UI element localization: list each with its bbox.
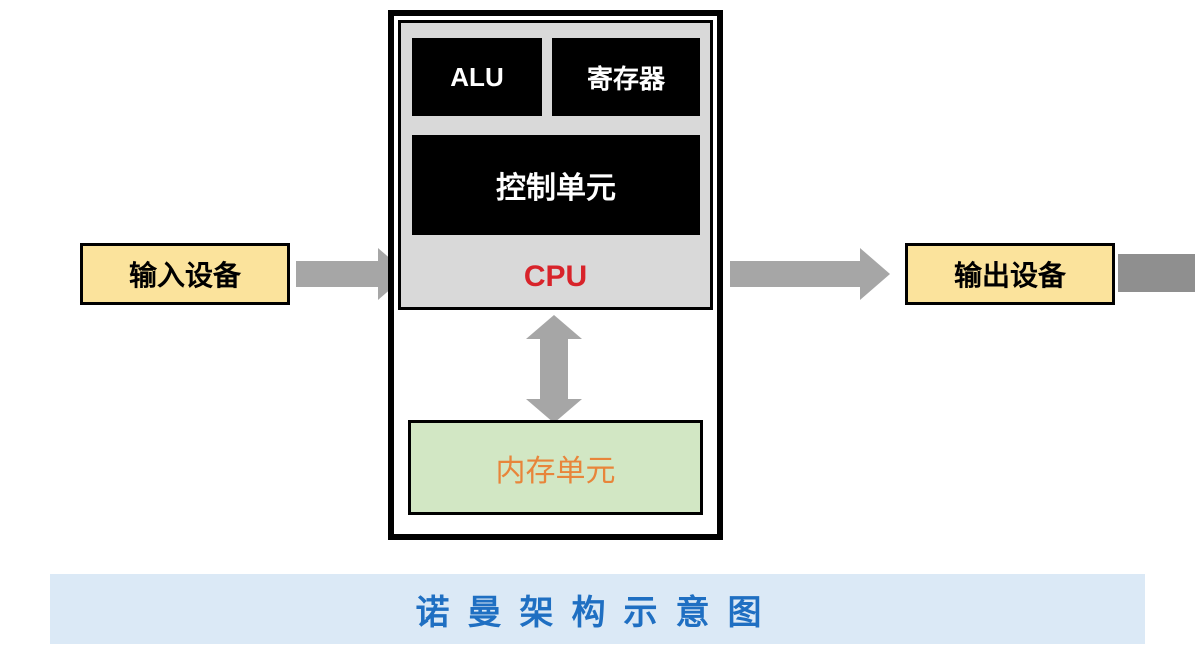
alu-box: ALU (412, 38, 542, 116)
cpu-label-text: CPU (524, 260, 587, 293)
memory-unit-label: 内存单元 (496, 446, 616, 490)
input-device-box: 输入设备 (80, 243, 290, 305)
control-unit-box: 控制单元 (412, 135, 700, 235)
alu-label: ALU (450, 62, 503, 93)
caption-bar: 诺曼架构示意图 (50, 574, 1145, 644)
register-label: 寄存器 (587, 59, 665, 96)
cpu-label: CPU (398, 260, 713, 294)
memory-unit-box: 内存单元 (408, 420, 703, 515)
output-device-label: 输出设备 (954, 254, 1066, 294)
input-device-label: 输入设备 (129, 254, 241, 294)
caption-text: 诺曼架构示意图 (416, 585, 780, 634)
register-box: 寄存器 (552, 38, 700, 116)
diagram-canvas: 输入设备 ALU 寄存器 控制单元 CPU 内存单元 输出设备 (0, 0, 1195, 654)
output-device-box: 输出设备 (905, 243, 1115, 305)
trailing-bar (1118, 254, 1195, 292)
control-unit-label: 控制单元 (496, 163, 616, 207)
